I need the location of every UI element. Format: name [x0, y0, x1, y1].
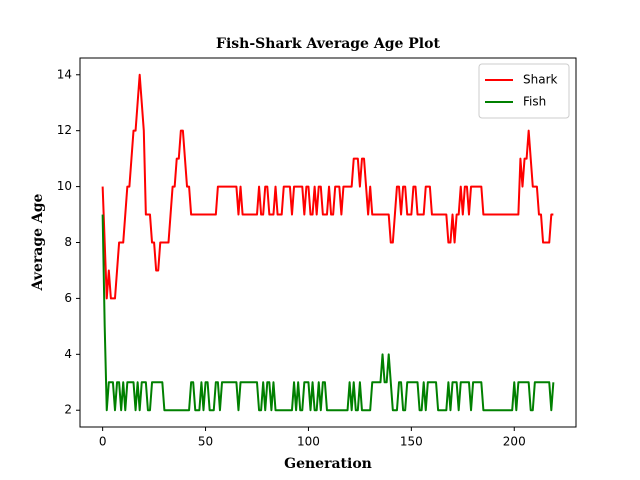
- y-tick-label: 8: [64, 235, 72, 249]
- x-axis-label: Generation: [284, 456, 372, 472]
- y-tick-label: 4: [64, 347, 72, 361]
- x-tick-label: 50: [198, 435, 213, 449]
- y-tick-label: 2: [64, 403, 72, 417]
- y-tick-label: 12: [57, 123, 72, 137]
- plot-frame: [79, 57, 577, 428]
- legend-label: Fish: [523, 95, 546, 109]
- line: [101, 214, 555, 412]
- legend-box: [478, 63, 570, 119]
- x-tick-label: 100: [297, 435, 320, 449]
- y-axis-label: Average Age: [30, 193, 46, 291]
- y-tick-label: 6: [64, 291, 72, 305]
- x-tick-label: 0: [99, 435, 107, 449]
- x-tick-label: 150: [400, 435, 423, 449]
- legend-label: Shark: [523, 73, 558, 87]
- x-tick-label: 200: [503, 435, 526, 449]
- line: [101, 73, 554, 300]
- y-tick-label: 14: [57, 67, 72, 81]
- chart-title: Fish-Shark Average Age Plot: [216, 36, 440, 52]
- y-tick-label: 10: [57, 179, 72, 193]
